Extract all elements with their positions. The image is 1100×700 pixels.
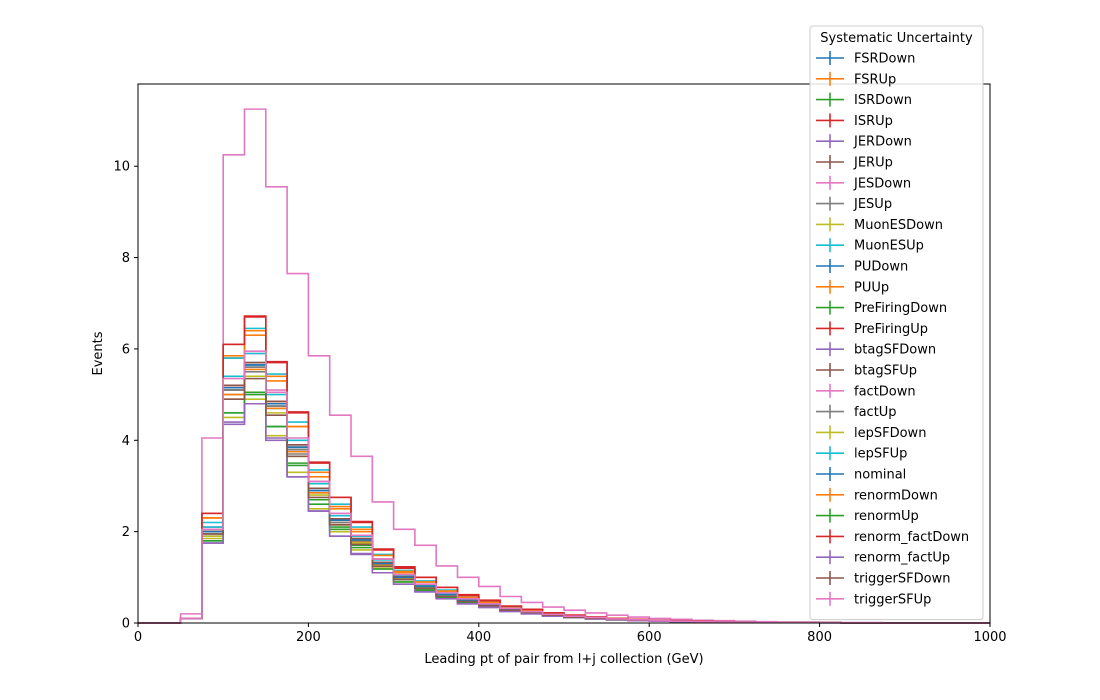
y-tick-label: 4 <box>122 434 130 449</box>
legend-label: JESDown <box>853 176 911 191</box>
x-axis-label: Leading pt of pair from l+j collection (… <box>424 652 703 667</box>
legend-label: btagSFDown <box>854 343 936 358</box>
x-tick-label: 600 <box>637 630 662 645</box>
legend-label: JERUp <box>853 156 893 171</box>
legend-title: Systematic Uncertainty <box>820 31 973 46</box>
legend-item-triggerSFUp: triggerSFUp <box>816 591 931 607</box>
legend-label: MuonESDown <box>854 218 943 233</box>
legend-item-ISRUp: ISRUp <box>816 113 893 129</box>
legend-item-PreFiringDown: PreFiringDown <box>816 300 947 316</box>
legend-label: FSRDown <box>854 52 915 67</box>
legend-item-FSRDown: FSRDown <box>816 51 915 67</box>
legend-item-btagSFUp: btagSFUp <box>816 363 917 379</box>
legend-item-JESDown: JESDown <box>816 175 911 191</box>
y-tick-label: 0 <box>122 617 130 632</box>
legend-item-MuonESDown: MuonESDown <box>816 217 943 233</box>
legend-item-btagSFDown: btagSFDown <box>816 342 936 358</box>
x-tick-label: 0 <box>134 630 142 645</box>
legend-label: triggerSFUp <box>854 592 931 607</box>
legend-item-factDown: factDown <box>816 383 916 399</box>
legend-label: renormDown <box>854 488 938 503</box>
legend-label: triggerSFDown <box>854 572 950 587</box>
legend-item-PUDown: PUDown <box>816 259 908 275</box>
y-tick-label: 10 <box>113 160 130 175</box>
legend-label: FSRUp <box>854 72 896 87</box>
legend-item-JESUp: JESUp <box>816 196 892 212</box>
legend-label: JERDown <box>853 135 912 150</box>
legend-box <box>809 25 984 621</box>
legend-item-triggerSFDown: triggerSFDown <box>816 571 950 587</box>
legend-label: MuonESUp <box>854 239 924 254</box>
x-axis-ticks: 0 200 400 600 800 1000 <box>134 623 1007 645</box>
legend-items: FSRDown FSRUp ISRDown ISRUp JERDown JERUp JESD… <box>816 51 969 607</box>
x-tick-label: 200 <box>296 630 321 645</box>
x-tick-label: 1000 <box>973 630 1006 645</box>
legend-item-PUUp: PUUp <box>816 279 889 295</box>
legend-label: PUDown <box>854 260 908 275</box>
legend-label: PUUp <box>854 280 889 295</box>
y-axis-label: Events <box>91 331 106 375</box>
legend-item-MuonESUp: MuonESUp <box>816 238 924 254</box>
legend-label: PreFiringUp <box>854 322 928 337</box>
legend-label: PreFiringDown <box>854 301 947 316</box>
legend-label: lepSFDown <box>854 426 926 441</box>
legend-label: ISRDown <box>854 93 912 108</box>
legend-label: ISRUp <box>854 114 893 129</box>
legend-label: JESUp <box>853 197 892 212</box>
legend-item-factUp: factUp <box>816 404 897 420</box>
x-tick-label: 400 <box>466 630 491 645</box>
legend-item-nominal: nominal <box>816 467 906 483</box>
legend-item-JERDown: JERDown <box>816 134 912 150</box>
legend-item-ISRDown: ISRDown <box>816 92 912 108</box>
y-tick-label: 8 <box>122 251 130 266</box>
legend-item-renormDown: renormDown <box>816 487 938 503</box>
legend-label: factDown <box>854 384 916 399</box>
axes-frame <box>137 83 991 624</box>
legend-item-lepSFDown: lepSFDown <box>816 425 926 441</box>
legend-item-renormUp: renormUp <box>816 508 919 524</box>
legend-label: renorm_factDown <box>854 530 969 545</box>
legend-item-renorm_factUp: renorm_factUp <box>816 550 950 566</box>
legend-label: factUp <box>854 405 897 420</box>
x-tick-label: 800 <box>807 630 832 645</box>
y-tick-label: 2 <box>122 525 130 540</box>
y-tick-label: 6 <box>122 342 130 357</box>
legend-item-PreFiringUp: PreFiringUp <box>816 321 928 337</box>
legend-item-renorm_factDown: renorm_factDown <box>816 529 969 545</box>
legend-label: renorm_factUp <box>854 551 950 566</box>
legend-item-FSRUp: FSRUp <box>816 71 896 87</box>
legend: Systematic Uncertainty FSRDown FSRUp ISRDo… <box>809 25 984 621</box>
legend-label: lepSFUp <box>854 447 907 462</box>
legend-label: btagSFUp <box>854 364 917 379</box>
legend-item-JERUp: JERUp <box>816 155 893 171</box>
legend-item-lepSFUp: lepSFUp <box>816 446 907 462</box>
legend-label: renormUp <box>854 509 919 524</box>
y-axis-ticks: 0 2 4 6 8 10 <box>113 160 138 632</box>
legend-label: nominal <box>854 468 906 483</box>
